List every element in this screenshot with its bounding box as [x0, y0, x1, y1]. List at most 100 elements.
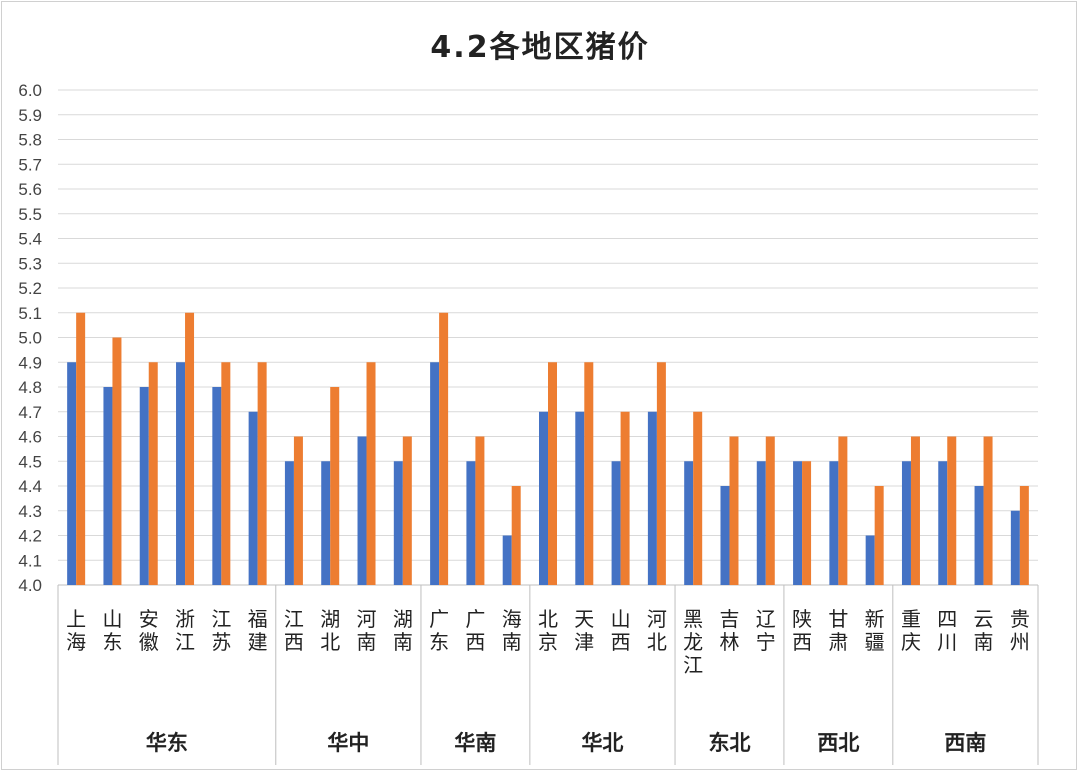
group-label: 西南: [944, 731, 986, 755]
bar: [620, 411, 630, 585]
x-tick-label: 辽宁: [756, 607, 776, 654]
bar: [647, 411, 657, 585]
group-label: 华南: [454, 731, 496, 755]
x-tick-label: 山西: [611, 607, 631, 654]
x-tick-label: 安徽: [139, 607, 159, 654]
bar: [475, 436, 485, 585]
x-tick-label: 河南: [357, 607, 377, 654]
y-tick-label: 4.0: [18, 576, 42, 595]
x-tick-label: 黑龙江: [683, 607, 703, 677]
bar: [466, 461, 476, 585]
bar: [67, 362, 77, 585]
bar: [185, 312, 195, 585]
bar: [284, 461, 294, 585]
x-tick-label: 湖北: [320, 607, 340, 654]
bar: [1019, 486, 1029, 585]
bars: [67, 312, 1029, 585]
bar: [974, 486, 984, 585]
bar: [402, 436, 412, 585]
group-label: 华中: [327, 731, 369, 755]
x-tick-label: 天津: [574, 607, 594, 654]
bar: [439, 312, 449, 585]
y-tick-label: 6.0: [18, 81, 42, 100]
bar: [947, 436, 957, 585]
bar: [720, 486, 730, 585]
group-label: 华北: [581, 731, 623, 755]
group-label: 西北: [817, 731, 859, 755]
bar: [765, 436, 775, 585]
y-tick-label: 4.4: [18, 477, 42, 496]
y-tick-label: 4.3: [18, 502, 42, 521]
y-tick-label: 4.8: [18, 378, 42, 397]
y-tick-label: 5.0: [18, 329, 42, 348]
bar: [366, 362, 376, 585]
bar: [548, 362, 557, 585]
y-tick-label: 5.5: [18, 205, 42, 224]
bar: [756, 461, 766, 585]
y-tick-label: 5.3: [18, 254, 42, 273]
y-tick-label: 5.1: [18, 304, 42, 323]
y-tick-label: 5.6: [18, 180, 42, 199]
x-tick-label: 北京: [538, 607, 558, 654]
x-axis: 上海山东安徽浙江江苏福建江西湖北河南湖南广东广西海南北京天津山西河北黑龙江吉林辽…: [57, 585, 1039, 765]
bar: [502, 535, 512, 585]
y-tick-label: 5.8: [18, 131, 42, 150]
y-tick-label: 4.2: [18, 527, 42, 546]
bar: [357, 436, 367, 585]
bar: [901, 461, 911, 585]
y-tick-label: 4.1: [18, 551, 42, 570]
x-tick-label: 海南: [502, 607, 522, 654]
bar: [393, 461, 403, 585]
x-tick-label: 陕西: [792, 607, 812, 654]
x-tick-label: 新疆: [865, 607, 885, 654]
x-tick-label: 重庆: [901, 607, 921, 654]
bar: [983, 436, 993, 585]
bar: [874, 486, 884, 585]
bar: [212, 387, 222, 585]
bar: [221, 362, 231, 585]
y-tick-label: 4.6: [18, 428, 42, 447]
bar: [910, 436, 920, 585]
bar: [293, 436, 303, 585]
bar: [575, 411, 585, 585]
bar: [139, 387, 149, 585]
bar: [656, 362, 666, 585]
bar: [838, 436, 848, 585]
y-axis-ticks: 4.0 4.1 4.2 4.3 4.4 4.5 4.6 4.7 4.8 4.9 5.0 5.1 5.2 5…: [18, 81, 42, 595]
bar: [802, 461, 812, 585]
bar: [865, 535, 875, 585]
bar: [793, 461, 803, 585]
y-tick-label: 4.7: [18, 403, 42, 422]
x-tick-label: 广西: [465, 607, 485, 654]
y-tick-label: 5.4: [18, 230, 42, 249]
y-tick-label: 5.7: [18, 155, 42, 174]
x-tick-label: 云南: [974, 607, 994, 654]
x-tick-label: 江苏: [211, 607, 231, 654]
bar: [176, 362, 186, 585]
x-tick-label: 四川: [937, 607, 957, 654]
x-tick-label: 吉林: [719, 607, 739, 654]
y-tick-label: 5.2: [18, 279, 42, 298]
bar: [938, 461, 948, 585]
y-tick-label: 4.5: [18, 452, 42, 471]
group-label: 华东: [146, 731, 188, 755]
bar: [539, 411, 548, 585]
x-tick-label: 浙江: [175, 607, 195, 654]
bar: [257, 362, 267, 585]
x-tick-label: 湖南: [393, 607, 413, 654]
group-label: 东北: [708, 731, 750, 755]
bar: [112, 337, 122, 585]
x-tick-label: 广东: [429, 607, 449, 654]
y-tick-label: 4.9: [18, 353, 42, 372]
bar: [584, 362, 594, 585]
bar: [684, 461, 694, 585]
y-tick-label: 5.9: [18, 106, 42, 125]
bar: [511, 486, 521, 585]
x-tick-label: 贵州: [1010, 607, 1030, 654]
bar: [1010, 510, 1020, 585]
bar: [76, 312, 86, 585]
x-tick-label: 上海: [66, 607, 86, 654]
x-tick-label: 甘肃: [828, 607, 848, 654]
bar: [321, 461, 331, 585]
